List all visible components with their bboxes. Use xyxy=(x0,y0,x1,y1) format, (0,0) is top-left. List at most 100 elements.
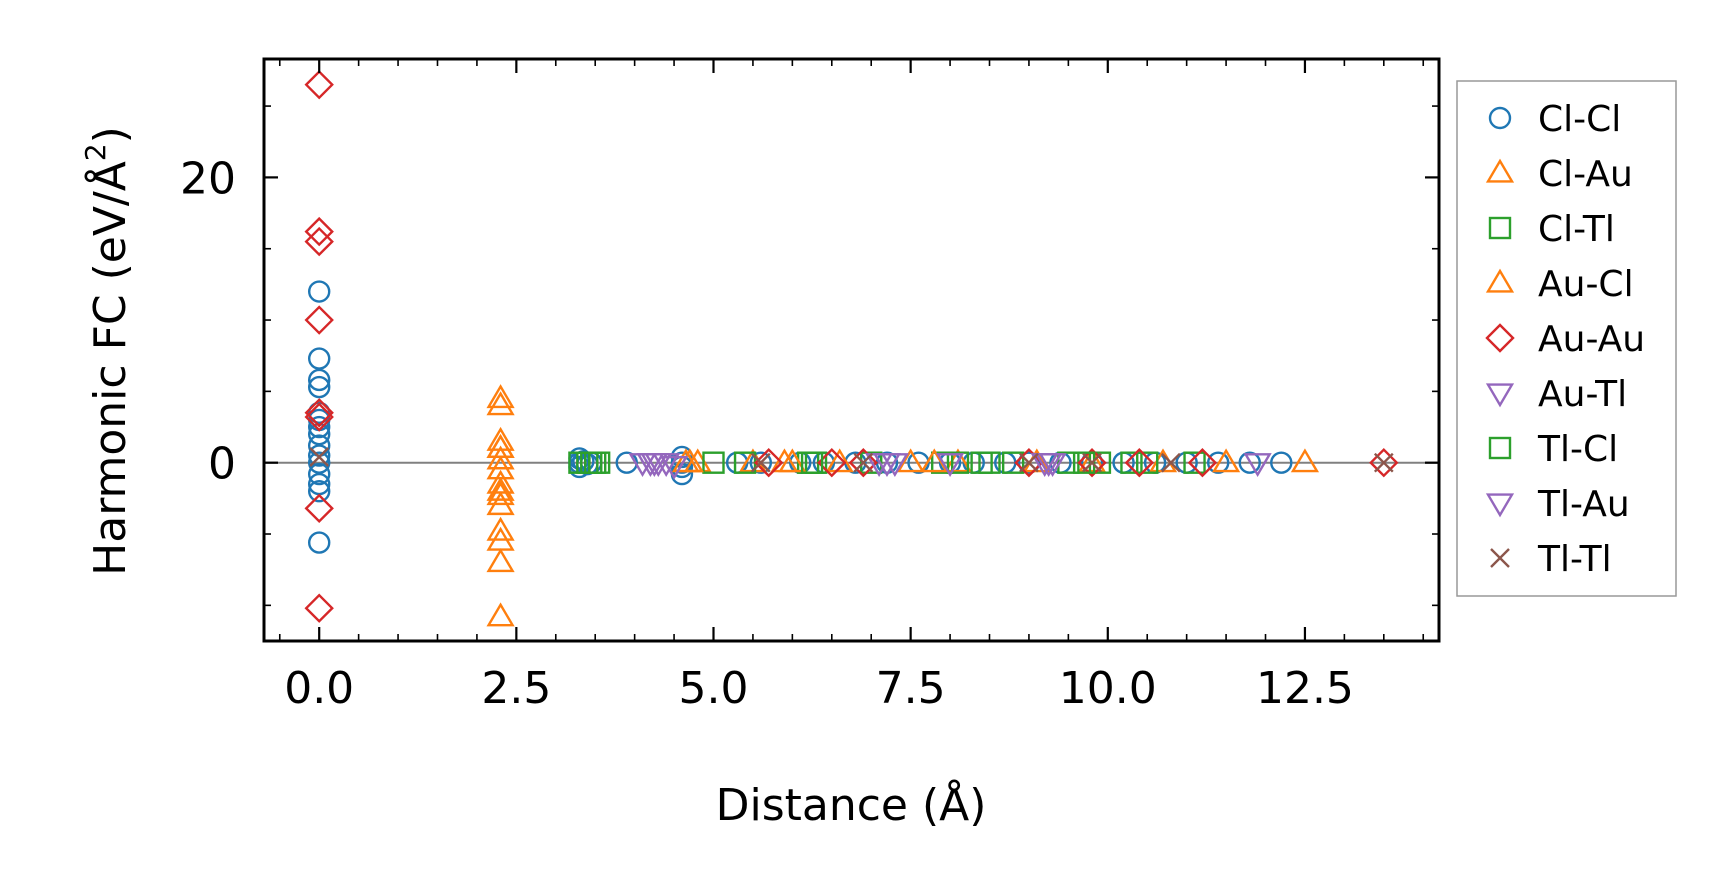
point-tl-cl xyxy=(1072,451,1096,474)
legend-marker-au-tl xyxy=(1485,383,1515,408)
legend-marker-tl-cl xyxy=(1488,436,1512,460)
point-tl-cl xyxy=(800,451,824,474)
point-au-au xyxy=(304,216,334,247)
x-tick-label: 5.0 xyxy=(679,663,749,714)
point-tl-cl xyxy=(580,451,603,474)
legend-item-tl-au: Tl-Au xyxy=(1485,484,1630,525)
point-au-au xyxy=(754,447,784,478)
point-au-cl xyxy=(778,448,807,473)
point-cl-cl xyxy=(308,280,331,303)
y-tick-label: 20 xyxy=(180,153,236,204)
series-tl-cl xyxy=(580,451,1096,474)
point-tl-au xyxy=(640,453,669,478)
point-cl-tl xyxy=(1001,451,1025,474)
legend-item-au-au: Au-Au xyxy=(1485,319,1645,360)
series-au-au xyxy=(304,69,1399,623)
point-cl-cl xyxy=(308,480,331,503)
legend-marker-cl-tl xyxy=(1488,216,1512,240)
point-au-au xyxy=(1369,447,1399,478)
legend-marker-cl-cl xyxy=(1488,106,1512,130)
point-cl-tl xyxy=(930,451,954,474)
point-au-cl xyxy=(486,434,515,459)
point-cl-au xyxy=(1077,448,1107,473)
point-au-tl xyxy=(659,455,689,480)
x-tick-label: 0.0 xyxy=(284,663,354,714)
point-cl-cl xyxy=(1238,451,1261,474)
legend: Cl-Cl Cl-Au Cl-Tl Au-Cl Au-Au Au-Tl Tl-Cl Tl-Au… xyxy=(1456,80,1677,597)
point-au-cl xyxy=(920,448,949,473)
point-au-au xyxy=(304,593,334,623)
point-au-au xyxy=(304,398,334,428)
point-tl-au xyxy=(872,453,902,478)
point-cl-au xyxy=(486,384,515,409)
point-cl-cl xyxy=(308,444,331,467)
point-au-tl xyxy=(935,453,965,478)
point-cl-au xyxy=(1211,448,1241,473)
legend-marker-cl-au xyxy=(1485,158,1515,183)
point-cl-cl xyxy=(308,451,331,474)
point-cl-cl xyxy=(308,347,331,370)
legend-item-au-cl: Au-Cl xyxy=(1485,264,1634,305)
point-tl-tl xyxy=(853,452,874,473)
point-au-au xyxy=(1014,447,1044,478)
point-tl-au xyxy=(1034,453,1063,478)
point-au-au xyxy=(304,402,334,432)
legend-item-tl-tl: Tl-Tl xyxy=(1490,539,1612,580)
legend-item-cl-tl: Cl-Tl xyxy=(1488,209,1615,250)
point-cl-cl xyxy=(1206,451,1230,474)
x-axis-title: Distance (Å) xyxy=(716,778,987,831)
series-tl-au xyxy=(640,453,1063,478)
x-tick-label: 7.5 xyxy=(876,663,946,714)
point-cl-au xyxy=(825,448,854,473)
point-tl-cl xyxy=(970,451,993,474)
point-cl-au xyxy=(486,481,515,506)
series-au-cl xyxy=(486,391,949,501)
point-tl-tl xyxy=(1019,452,1039,473)
series-cl-au xyxy=(486,384,1320,627)
point-tl-tl xyxy=(750,452,771,473)
point-au-au xyxy=(1077,447,1107,478)
legend-item-cl-cl: Cl-Cl xyxy=(1488,99,1621,140)
point-cl-cl xyxy=(572,450,595,473)
series-cl-cl xyxy=(308,280,1293,554)
point-cl-tl xyxy=(946,451,970,474)
point-au-au xyxy=(304,493,334,524)
point-cl-cl xyxy=(1270,451,1293,474)
legend-label: Cl-Cl xyxy=(1538,99,1621,140)
axis-ticks: 0.0 2.5 5.0 7.5 10.0 12.5 0 20 xyxy=(180,59,1439,714)
y-axis-title: Harmonic FC (eV/Å2) xyxy=(79,126,136,576)
point-cl-cl xyxy=(749,451,773,474)
point-cl-cl xyxy=(308,415,331,439)
point-au-au xyxy=(304,226,334,257)
point-cl-au xyxy=(1290,448,1320,473)
point-cl-tl xyxy=(1120,451,1143,474)
point-au-au xyxy=(304,69,334,100)
x-tick-label: 12.5 xyxy=(1256,663,1354,714)
legend-item-au-tl: Au-Tl xyxy=(1485,374,1627,415)
point-cl-tl xyxy=(1136,451,1159,474)
legend-item-cl-au: Cl-Au xyxy=(1485,154,1633,195)
point-cl-cl xyxy=(308,462,331,486)
point-cl-au xyxy=(486,602,515,627)
plot-frame xyxy=(262,57,1441,643)
point-tl-tl xyxy=(1082,452,1102,473)
point-au-au xyxy=(1187,447,1218,478)
point-au-au xyxy=(304,305,334,335)
legend-label: Tl-Au xyxy=(1537,484,1630,525)
point-cl-au xyxy=(896,448,925,473)
point-tl-tl xyxy=(1373,452,1394,473)
point-cl-cl xyxy=(308,375,331,399)
legend-marker-au-cl xyxy=(1485,268,1515,293)
point-cl-au xyxy=(486,548,515,573)
legend-label: Cl-Tl xyxy=(1538,209,1615,250)
legend-marker-au-au xyxy=(1485,323,1515,353)
legend-item-tl-cl: Tl-Cl xyxy=(1488,429,1618,470)
point-au-cl xyxy=(486,391,515,416)
legend-marker-tl-au xyxy=(1485,493,1515,518)
point-cl-au xyxy=(486,516,515,541)
point-cl-cl xyxy=(308,368,331,392)
legend-label: Au-Tl xyxy=(1538,374,1627,415)
y-tick-label: 0 xyxy=(208,439,236,490)
